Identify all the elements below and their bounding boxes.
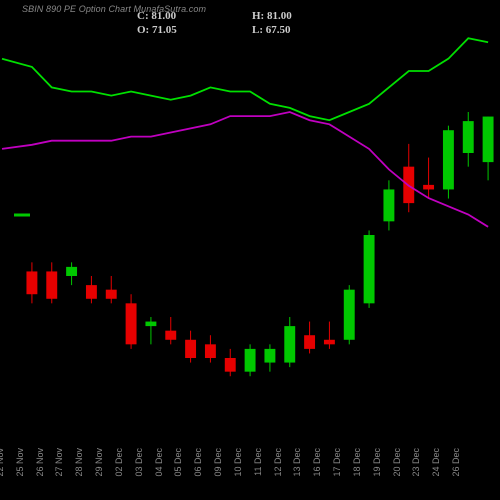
x-tick-label: 12 Dec xyxy=(273,448,283,488)
x-tick-label: 04 Dec xyxy=(154,448,164,488)
x-tick-label: 20 Dec xyxy=(392,448,402,488)
x-tick-label: 05 Dec xyxy=(173,448,183,488)
x-tick-label: 06 Dec xyxy=(193,448,203,488)
x-tick-label: 10 Dec xyxy=(233,448,243,488)
x-tick-label: 25 Nov xyxy=(15,448,25,488)
x-tick-label: 23 Dec xyxy=(411,448,421,488)
x-tick-label: 09 Dec xyxy=(213,448,223,488)
chart-container: { "title": "SBIN 890 PE Option Chart Mun… xyxy=(0,0,500,500)
chart-svg xyxy=(0,0,500,500)
x-tick-label: 24 Dec xyxy=(431,448,441,488)
x-tick-label: 02 Dec xyxy=(114,448,124,488)
x-tick-label: 17 Dec xyxy=(332,448,342,488)
x-tick-label: 26 Dec xyxy=(451,448,461,488)
x-tick-label: 28 Nov xyxy=(74,448,84,488)
x-tick-label: 18 Dec xyxy=(352,448,362,488)
x-tick-label: 03 Dec xyxy=(134,448,144,488)
x-tick-label: 22 Nov xyxy=(0,448,5,488)
x-tick-label: 13 Dec xyxy=(292,448,302,488)
x-tick-label: 19 Dec xyxy=(372,448,382,488)
x-tick-label: 11 Dec xyxy=(253,448,263,488)
x-tick-label: 29 Nov xyxy=(94,448,104,488)
x-tick-label: 27 Nov xyxy=(54,448,64,488)
x-tick-label: 26 Nov xyxy=(35,448,45,488)
x-tick-label: 16 Dec xyxy=(312,448,322,488)
